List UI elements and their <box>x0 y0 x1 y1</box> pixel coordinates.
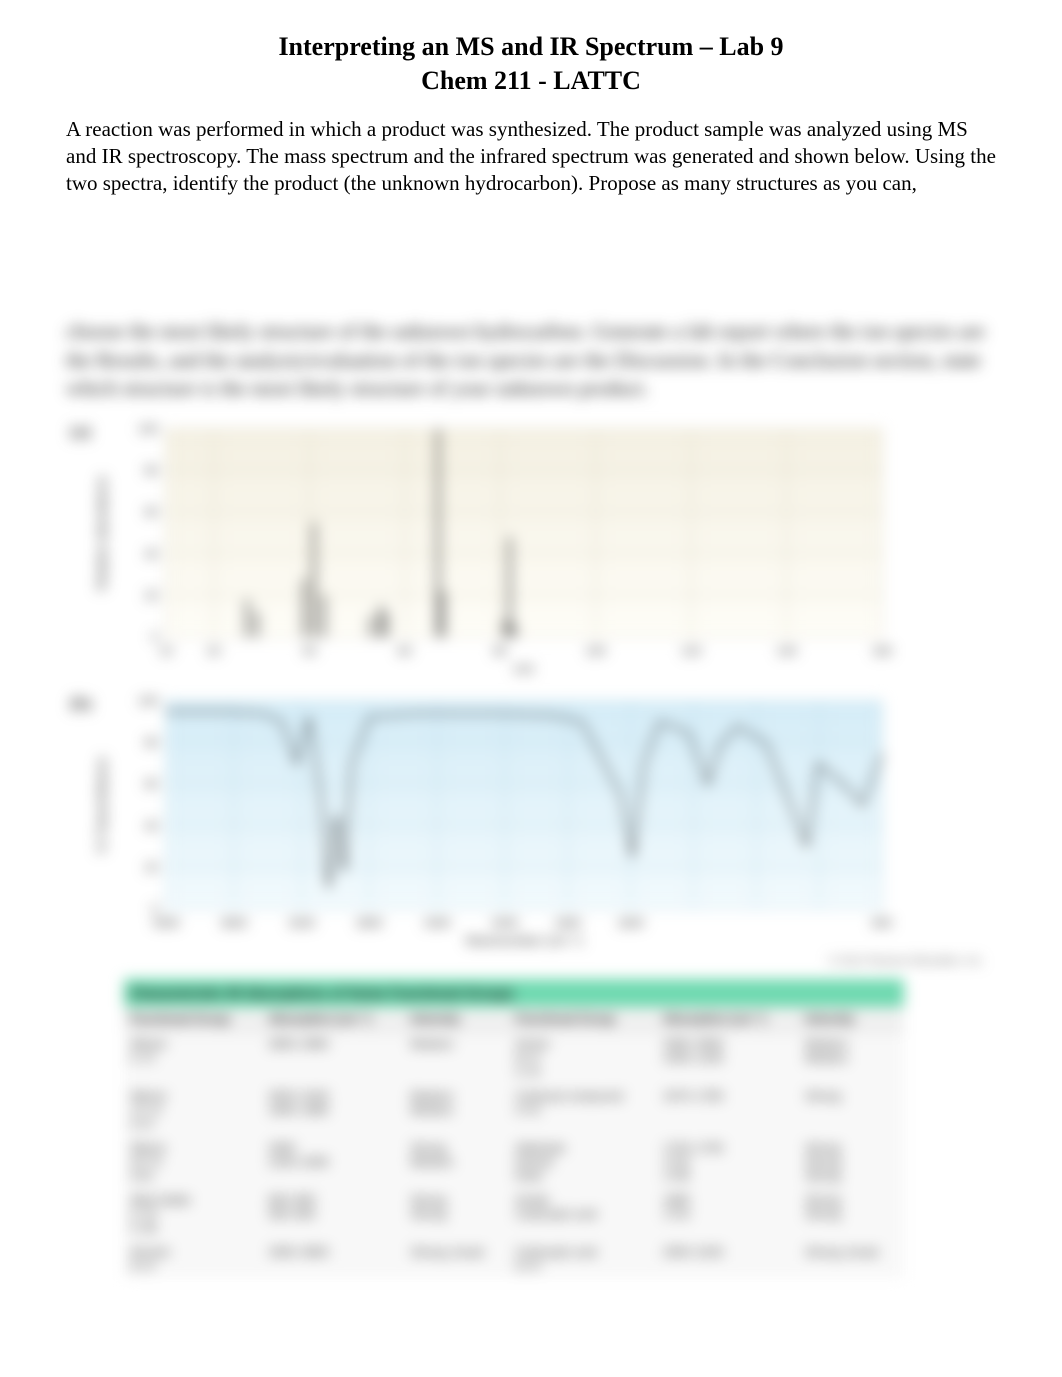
ms-chart-label: (a) <box>70 421 91 442</box>
table-cell: Strong <box>799 1084 904 1136</box>
svg-text:3600: 3600 <box>220 916 247 930</box>
table-col-header: Absorption (cm⁻¹) <box>262 1007 404 1032</box>
svg-text:80: 80 <box>493 644 507 658</box>
blurred-content: choose the most likely structure of the … <box>66 317 996 1277</box>
ir-absorption-table: Characteristic IR Absorptions of Some Fu… <box>66 979 996 1278</box>
table-cell: Carbonyl compound C=O <box>509 1084 657 1136</box>
table-cell: Aldehyde Ketone Ester <box>509 1136 657 1188</box>
svg-text:100: 100 <box>586 644 606 658</box>
page-title: Interpreting an MS and IR Spectrum – Lab… <box>66 30 996 64</box>
svg-text:2000: 2000 <box>491 916 518 930</box>
svg-text:140: 140 <box>777 644 797 658</box>
svg-text:80: 80 <box>145 735 159 749</box>
svg-text:60: 60 <box>145 777 159 791</box>
table-cell: Carboxylic acid O–H <box>509 1240 657 1278</box>
svg-text:Relative abundance: Relative abundance <box>94 475 109 590</box>
table-cell: Alkane C–H <box>124 1031 262 1084</box>
ms-svg: 0 20 40 60 80 100 10 20 40 60 80 100 120 140 160 Relati… <box>66 419 896 679</box>
table-col-header: Intensity <box>799 1007 904 1032</box>
svg-text:600: 600 <box>872 916 892 930</box>
svg-text:40: 40 <box>145 546 159 560</box>
svg-text:40: 40 <box>145 818 159 832</box>
svg-text:2400: 2400 <box>424 916 451 930</box>
svg-text:1600: 1600 <box>617 916 644 930</box>
table-cell: Medium <box>405 1031 510 1084</box>
table-cell: 1720–174017151735 <box>657 1136 799 1188</box>
table-cell: 3020–31001640–1680 <box>262 1084 404 1136</box>
svg-text:100: 100 <box>138 422 158 436</box>
table-cell: 2500–3100 <box>657 1240 799 1278</box>
table-col-header: Intensity <box>405 1007 510 1032</box>
table-cell: Amine N–H C–N <box>509 1031 657 1084</box>
svg-text:20: 20 <box>207 644 221 658</box>
table-col-header: Functional Group <box>509 1007 657 1032</box>
svg-text:Wavenumber (cm⁻¹): Wavenumber (cm⁻¹) <box>465 933 583 948</box>
svg-text:20: 20 <box>145 860 159 874</box>
table-cell: StrongStrong <box>405 1188 510 1240</box>
svg-text:3200: 3200 <box>288 916 315 930</box>
svg-text:20: 20 <box>145 588 159 602</box>
svg-text:120: 120 <box>681 644 701 658</box>
svg-text:1800: 1800 <box>554 916 581 930</box>
table-cell: Strong, broad <box>799 1240 904 1278</box>
svg-text:80: 80 <box>145 463 159 477</box>
svg-text:10: 10 <box>159 644 173 658</box>
table-col-header: Absorption (cm⁻¹) <box>657 1007 799 1032</box>
svg-text:60: 60 <box>145 505 159 519</box>
svg-text:% Transmittance: % Transmittance <box>94 756 109 853</box>
table-cell: 3400–3650 <box>262 1240 404 1278</box>
table-cell: StrongMedium <box>405 1136 510 1188</box>
table-title: Characteristic IR Absorptions of Some Fu… <box>124 979 904 1007</box>
table-cell: Alkyl halide C–Cl C–Br <box>124 1188 262 1240</box>
table-cell: MediumMedium <box>405 1084 510 1136</box>
table-cell: Alkene =C–H C=C <box>124 1084 262 1136</box>
table-cell: 2850–2960 <box>262 1031 404 1084</box>
svg-text:40: 40 <box>303 644 317 658</box>
ir-chart-label: (b) <box>70 693 92 714</box>
svg-text:0: 0 <box>151 630 158 644</box>
table-cell: StrongStrong <box>799 1188 904 1240</box>
svg-text:0: 0 <box>151 902 158 916</box>
table-cell: 3300–35001030–1230 <box>657 1031 799 1084</box>
table-cell: 1670–1780 <box>657 1084 799 1136</box>
table-cell: 600–800500–600 <box>262 1188 404 1240</box>
svg-text:m/z: m/z <box>514 661 535 676</box>
table-cell: Amide Carboxylic acid <box>509 1188 657 1240</box>
ir-spectrum-chart: (b) 0 20 40 60 80 100 4000 3600 3200 2800 2400 2000… <box>66 691 996 967</box>
table-cell: 16901710 <box>657 1188 799 1240</box>
table-cell: MediumMedium <box>799 1031 904 1084</box>
table-cell: Strong, broad <box>405 1240 510 1278</box>
svg-text:60: 60 <box>398 644 412 658</box>
svg-text:100: 100 <box>138 694 158 708</box>
ir-svg: 0 20 40 60 80 100 4000 3600 3200 2800 2400 2000 1800… <box>66 691 896 951</box>
table-cell: Alkyne ≡C–H C≡C <box>124 1136 262 1188</box>
svg-text:2800: 2800 <box>356 916 383 930</box>
intro-paragraph: A reaction was performed in which a prod… <box>66 116 996 198</box>
svg-text:160: 160 <box>872 644 892 658</box>
table-cell: StrongStrongStrong <box>799 1136 904 1188</box>
copyright-text: © 2012 Pearson Education, Inc. <box>66 955 984 967</box>
page-subtitle: Chem 211 - LATTC <box>66 64 996 98</box>
svg-text:4000: 4000 <box>153 916 180 930</box>
table-cell: 33002100–2260 <box>262 1136 404 1188</box>
hidden-paragraph: choose the most likely structure of the … <box>66 317 996 402</box>
ms-spectrum-chart: (a) 0 20 40 60 80 100 10 20 40 60 80 100 120 140 160 Re… <box>66 419 996 679</box>
table-cell: Alcohol O–H <box>124 1240 262 1278</box>
table-col-header: Functional Group <box>124 1007 262 1032</box>
